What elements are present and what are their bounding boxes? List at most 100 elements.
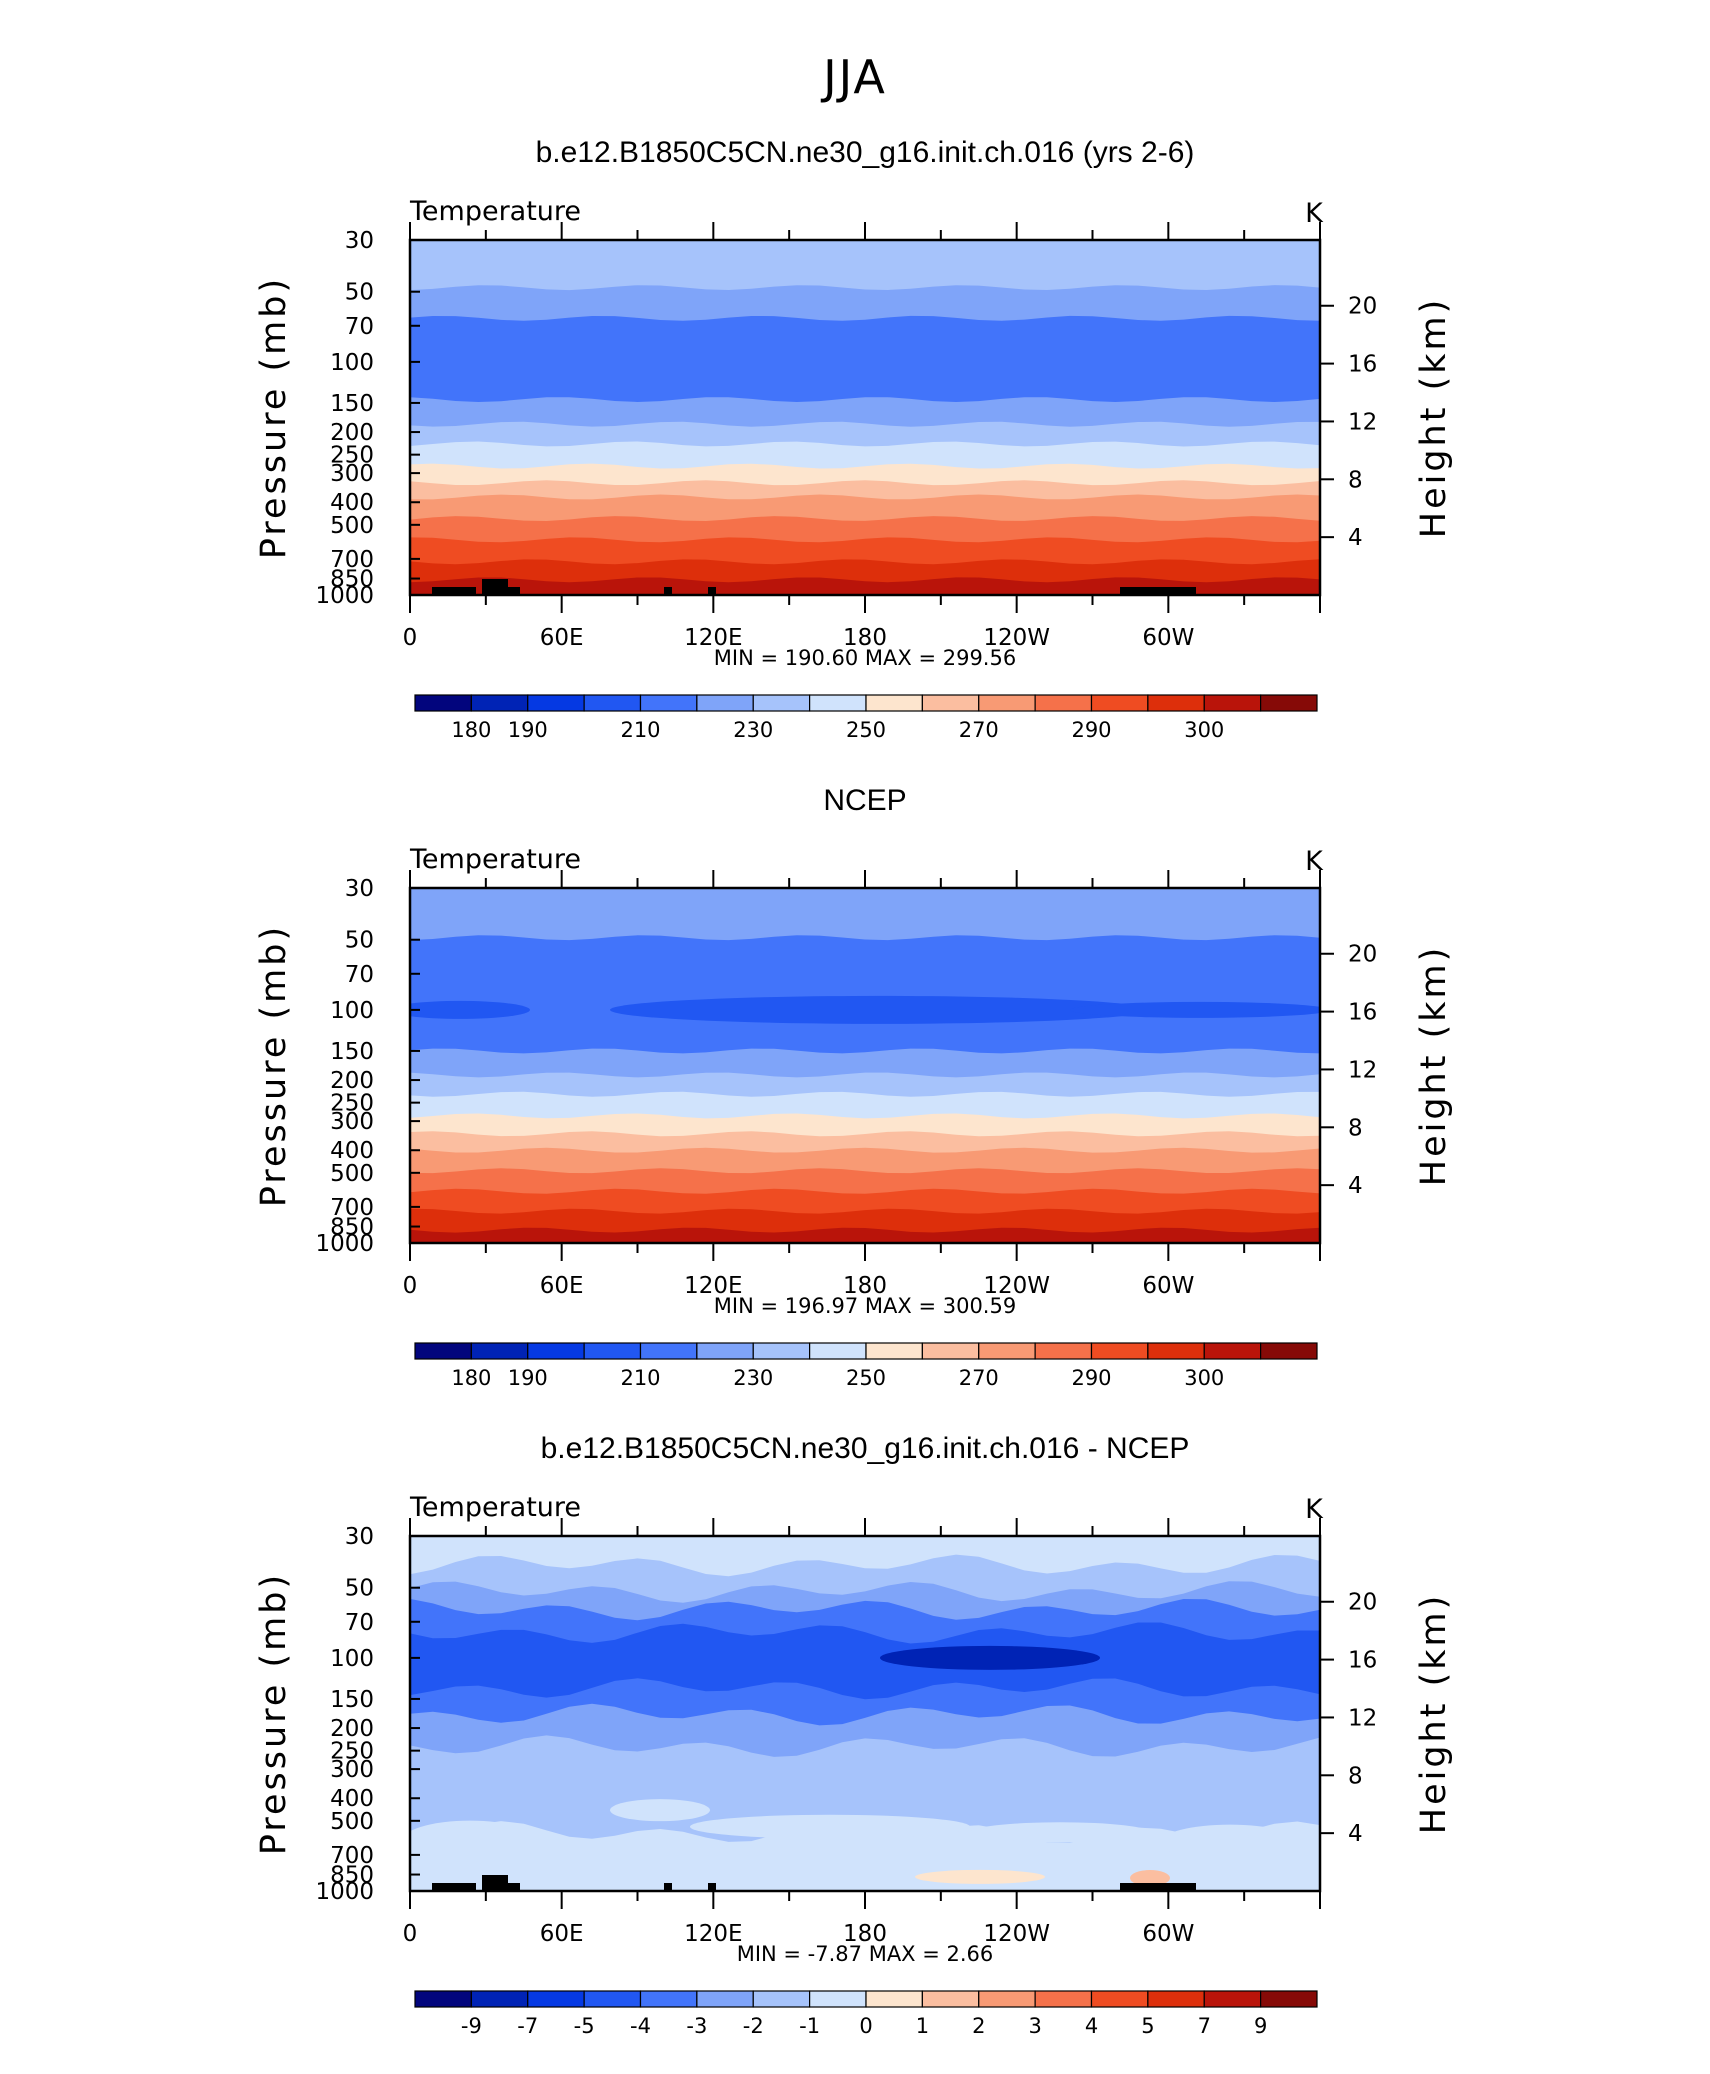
y-tick-label: 70 (345, 962, 374, 988)
colorbar-label: -3 (686, 2014, 707, 2038)
panel-title: b.e12.B1850C5CN.ne30_g16.init.ch.016 - N… (541, 1432, 1190, 1465)
colorbar-box (1090, 694, 1149, 712)
colorbar-label: -7 (517, 2014, 538, 2038)
y-tick-label: 100 (330, 998, 374, 1024)
contour-band (410, 577, 1320, 595)
chart-panel-1: b.e12.B1850C5CN.ne30_g16.init.ch.016 (yr… (254, 136, 1454, 742)
colorbar-box (978, 1990, 1036, 2008)
x-tick-label: 60W (1142, 1273, 1194, 1299)
y-tick-label: 200 (330, 1068, 374, 1094)
colorbar-label: 230 (733, 1366, 773, 1390)
colorbar-box (1203, 1342, 1262, 1360)
y-tick-label: 150 (330, 1687, 374, 1713)
contour-band (1130, 1870, 1170, 1887)
topography-block (508, 1883, 520, 1891)
units-label: K (1305, 846, 1324, 877)
y-tick-label: 50 (345, 928, 374, 954)
panel-title: NCEP (823, 784, 906, 817)
colorbar-label: 210 (620, 1366, 660, 1390)
x-tick-label: 60W (1142, 1921, 1194, 1947)
colorbar-box (1034, 1342, 1093, 1360)
colorbar-label: 190 (508, 1366, 548, 1390)
y2-axis-label: Height (km) (1414, 1593, 1454, 1835)
y2-tick-label: 16 (1348, 1648, 1377, 1674)
y2-tick-label: 12 (1348, 409, 1377, 435)
topography-block (708, 1883, 716, 1891)
colorbar-box (527, 1342, 585, 1360)
y-tick-label: 100 (330, 350, 374, 376)
y-tick-label: 500 (330, 513, 374, 539)
y2-tick-label: 20 (1348, 1590, 1377, 1616)
y2-tick-label: 4 (1348, 1821, 1363, 1847)
contour-field (410, 888, 1320, 1243)
colorbar-label: 300 (1184, 718, 1224, 742)
contour-band (610, 1799, 710, 1822)
colorbar-box (470, 1342, 529, 1360)
y-tick-label: 30 (345, 876, 374, 902)
min-max-text: MIN = 190.60 MAX = 299.56 (714, 646, 1016, 670)
x-tick-label: 60E (540, 1273, 584, 1299)
colorbar-label: 250 (846, 1366, 886, 1390)
x-tick-label: 120W (983, 1273, 1050, 1299)
colorbar-box (921, 694, 980, 712)
y2-tick-label: 4 (1348, 1173, 1363, 1199)
colorbar-box (921, 1990, 980, 2008)
y-tick-label: 150 (330, 391, 374, 417)
colorbar-box (1147, 1990, 1205, 2008)
x-tick-label: 180 (843, 1273, 887, 1299)
y2-tick-label: 8 (1348, 1115, 1363, 1141)
colorbar-label: 230 (733, 718, 773, 742)
contour-band (970, 1822, 1150, 1843)
y2-tick-label: 4 (1348, 525, 1363, 551)
colorbar-box (1090, 1990, 1149, 2008)
topography-block (432, 587, 476, 595)
colorbar-box (865, 694, 923, 712)
colorbar-label: 250 (846, 718, 886, 742)
y-tick-label: 1000 (315, 1879, 374, 1905)
units-label: K (1305, 198, 1324, 229)
colorbar-box (696, 694, 754, 712)
y-tick-label: 1000 (315, 1231, 374, 1257)
colorbar-label: 290 (1071, 1366, 1111, 1390)
x-tick-label: 120W (983, 625, 1050, 651)
colorbar-label: 4 (1085, 2014, 1098, 2038)
colorbar-box (696, 1990, 754, 2008)
y-tick-label: 50 (345, 280, 374, 306)
colorbar-box (1147, 694, 1205, 712)
colorbar-label: -9 (461, 2014, 482, 2038)
colorbar-label: 3 (1028, 2014, 1041, 2038)
colorbar-box (414, 1342, 472, 1360)
colorbar-box (1034, 1990, 1093, 2008)
y-tick-label: 300 (330, 461, 374, 487)
colorbar-box (527, 694, 585, 712)
topography-block (482, 1875, 508, 1891)
colorbar-box (583, 1990, 642, 2008)
colorbar-label: 270 (959, 1366, 999, 1390)
colorbar-box (809, 1342, 867, 1360)
y2-tick-label: 12 (1348, 1705, 1377, 1731)
contour-band (915, 1869, 1045, 1884)
y2-axis-label: Height (km) (1414, 945, 1454, 1187)
min-max-text: MIN = -7.87 MAX = 2.66 (737, 1942, 994, 1966)
y2-tick-label: 20 (1348, 942, 1377, 968)
y-tick-label: 700 (330, 1843, 374, 1869)
x-tick-label: 0 (403, 1921, 418, 1947)
colorbar-label: 270 (959, 718, 999, 742)
x-tick-label: 180 (843, 1921, 887, 1947)
y2-tick-label: 16 (1348, 352, 1377, 378)
x-tick-label: 120E (684, 1921, 742, 1947)
panel-title: b.e12.B1850C5CN.ne30_g16.init.ch.016 (yr… (536, 136, 1195, 169)
y-axis-label: Pressure (mb) (254, 1572, 294, 1855)
topography-block (1120, 1883, 1196, 1891)
y-tick-label: 100 (330, 1646, 374, 1672)
colorbar-label: -4 (630, 2014, 651, 2038)
topography-block (708, 587, 716, 595)
colorbar-box (752, 694, 811, 712)
y-tick-label: 250 (330, 1091, 374, 1117)
y-tick-label: 200 (330, 1716, 374, 1742)
colorbar-box (809, 1990, 867, 2008)
colorbar-label: 180 (451, 1366, 491, 1390)
colorbar-box (752, 1990, 811, 2008)
contour-band (880, 1645, 1100, 1670)
